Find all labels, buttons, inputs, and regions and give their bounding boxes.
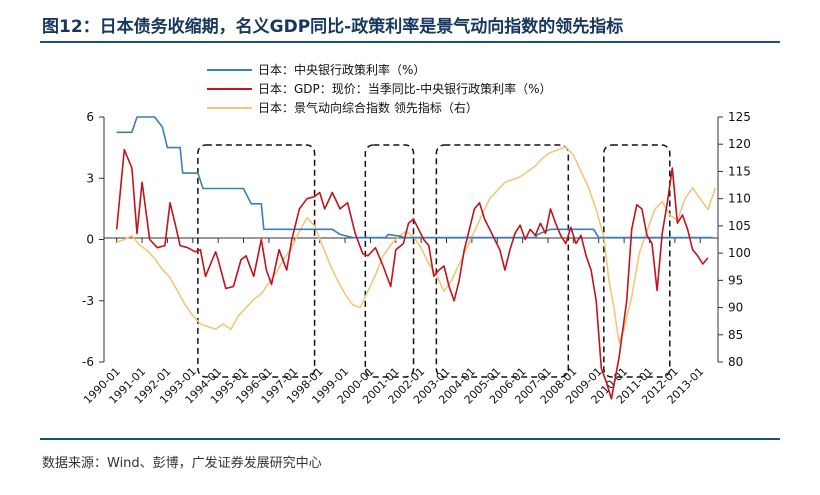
right-tick-label: 115	[728, 164, 751, 178]
right-tick-label: 125	[728, 110, 751, 124]
right-tick-label: 95	[728, 273, 743, 287]
highlight-box	[364, 144, 415, 378]
title-divider	[40, 41, 780, 43]
highlight-box	[435, 144, 570, 378]
left-axis-ticks: 6 3 0 -3 -6	[82, 110, 104, 369]
right-tick-label: 90	[728, 301, 743, 315]
right-tick-label: 85	[728, 328, 743, 342]
right-tick-label: 105	[728, 219, 751, 233]
right-tick-label: 110	[728, 192, 751, 206]
series-gdp-minus-rate	[115, 148, 709, 400]
highlight-box	[603, 144, 671, 378]
source-note: 数据来源：Wind、彭博，广发证券发展研究中心	[42, 456, 322, 471]
right-tick-label: 100	[728, 246, 751, 260]
legend: 日本：中央银行政策利率（%） 日本：GDP：现价：当季同比-中央银行政策利率（%…	[207, 62, 552, 115]
left-tick-label: -6	[82, 355, 94, 369]
legend-label-policy-rate: 日本：中央银行政策利率（%）	[258, 62, 425, 77]
left-tick-label: -3	[82, 294, 94, 308]
series-policy-rate	[116, 116, 713, 239]
series-leading-index	[116, 146, 717, 344]
legend-label-gdp-minus-rate: 日本：GDP：现价：当季同比-中央银行政策利率（%）	[258, 81, 552, 96]
legend-label-leading-index: 日本：景气动向综合指数 领先指标（右）	[258, 100, 478, 115]
left-tick-label: 0	[86, 233, 94, 247]
footer-divider	[40, 438, 780, 440]
series-lines	[115, 116, 717, 400]
left-tick-label: 3	[86, 171, 94, 185]
chart-title: 图12：日本债务收缩期，名义GDP同比-政策利率是景气动向指数的领先指标	[42, 17, 624, 37]
left-tick-label: 6	[86, 110, 94, 124]
right-axis-ticks: 125 120 115 110 105 100 95 90 85 80	[718, 110, 751, 369]
right-tick-label: 120	[728, 137, 751, 151]
highlight-boxes	[197, 144, 671, 378]
right-tick-label: 80	[728, 355, 743, 369]
highlight-box	[197, 144, 316, 378]
